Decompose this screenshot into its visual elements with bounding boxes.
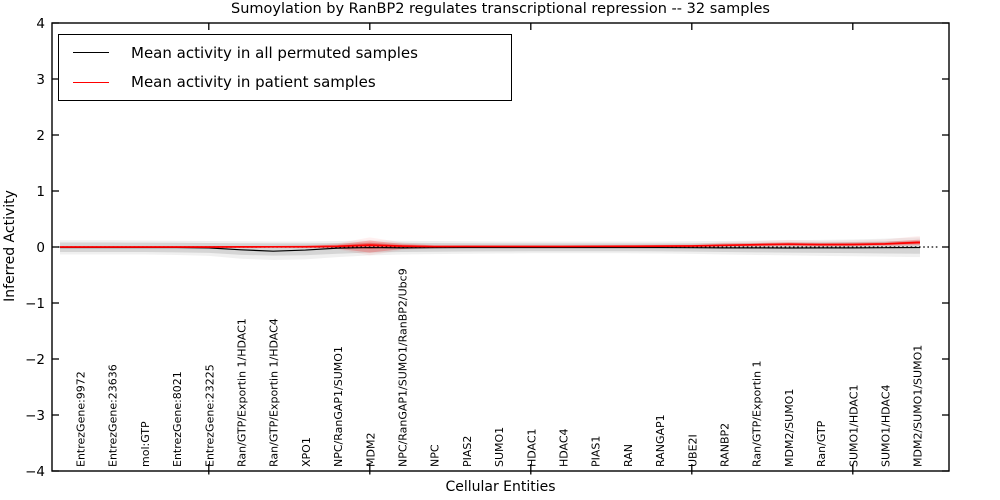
entity-label: Ran/GTP/Exportin 1/HDAC1: [236, 318, 249, 467]
y-tick-label: 0: [36, 240, 45, 256]
entity-label: NPC/RanGAP1/SUMO1/RanBP2/Ubc9: [397, 268, 410, 467]
y-tick-label: 2: [36, 128, 45, 144]
entity-label: RANGAP1: [654, 414, 667, 467]
legend-line-sample-permuted: [73, 52, 109, 54]
entity-label: EntrezGene:23225: [203, 364, 216, 467]
entity-label: HDAC4: [558, 428, 571, 467]
entity-label: EntrezGene:23636: [107, 364, 120, 467]
entity-label: Ran/GTP/Exportin 1: [751, 360, 764, 467]
legend-label-patient: Mean activity in patient samples: [131, 73, 376, 92]
x-axis-label: Cellular Entities: [445, 479, 556, 495]
y-tick-label: −2: [25, 352, 45, 368]
entity-label: SUMO1/HDAC1: [847, 385, 860, 467]
legend-item-permuted: Mean activity in all permuted samples: [59, 44, 511, 62]
entity-label: PIAS2: [461, 436, 474, 467]
chart-title: Sumoylation by RanBP2 regulates transcri…: [231, 1, 770, 17]
entity-label: MDM2: [364, 433, 377, 467]
entity-label: Ran/GTP/Exportin 1/HDAC4: [268, 318, 281, 467]
entity-label: Ran/GTP: [815, 420, 828, 467]
y-tick-label: −3: [25, 408, 45, 424]
legend-label-permuted: Mean activity in all permuted samples: [131, 43, 418, 62]
entity-label: XPO1: [300, 437, 313, 467]
legend: Mean activity in all permuted samples Me…: [58, 34, 512, 101]
entity-label: EntrezGene:8021: [171, 371, 184, 467]
entity-label: RANBP2: [719, 423, 732, 467]
entity-label: HDAC1: [525, 428, 538, 467]
entity-label: RAN: [622, 444, 635, 467]
legend-item-patient: Mean activity in patient samples: [59, 73, 511, 91]
entity-label: NPC/RanGAP1/SUMO1: [332, 346, 345, 467]
entity-label: UBE2I: [686, 434, 699, 467]
entity-label: MDM2/SUMO1/SUMO1: [912, 345, 925, 467]
entity-label: PIAS1: [590, 436, 603, 467]
entity-label: EntrezGene:9972: [75, 371, 88, 467]
permuted-band-outer: [60, 237, 920, 261]
y-tick-label: 4: [36, 16, 45, 32]
y-tick-label: 3: [36, 72, 45, 88]
y-tick-label: −1: [25, 296, 45, 312]
entity-label: mol:GTP: [139, 421, 152, 467]
entity-label: NPC: [429, 444, 442, 467]
patient-mean-line: [60, 241, 920, 248]
entity-label: SUMO1: [493, 427, 506, 467]
y-tick-label: 1: [36, 184, 45, 200]
y-tick-label: −4: [25, 464, 45, 480]
y-axis-label: Inferred Activity: [2, 190, 18, 302]
entity-label: MDM2/SUMO1: [783, 389, 796, 467]
legend-line-sample-patient: [73, 81, 109, 83]
entity-label: SUMO1/HDAC4: [880, 385, 893, 467]
